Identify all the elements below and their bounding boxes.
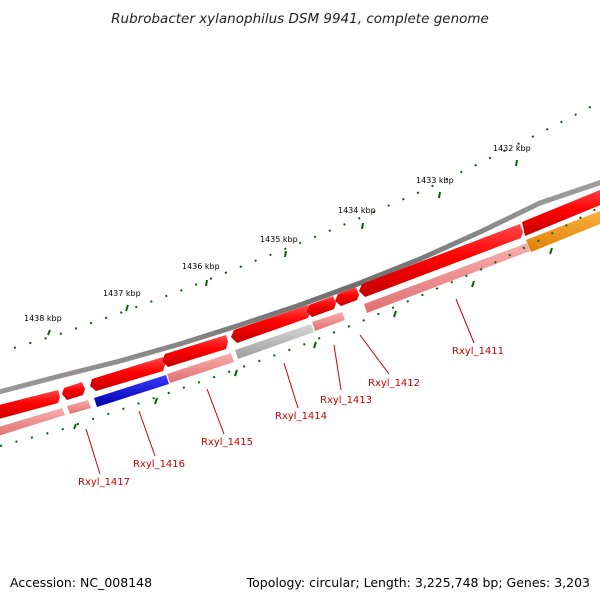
gene-feature[interactable] xyxy=(67,400,91,414)
gene-labels: Rxyl_1417 Rxyl_1416 Rxyl_1415 Rxyl_1414 … xyxy=(78,346,504,488)
gene-label-rxyl-1415[interactable]: Rxyl_1415 xyxy=(201,437,253,448)
tick-label: 1435 kbp xyxy=(260,235,298,244)
tick-mark xyxy=(47,329,51,336)
tick-mark xyxy=(549,247,553,255)
leader-line xyxy=(138,410,156,457)
inner-scale xyxy=(0,207,599,447)
leader-lines xyxy=(85,298,475,475)
leader-line xyxy=(455,298,475,344)
tick-mark xyxy=(313,341,317,349)
tick-label: 1433 kbp xyxy=(416,176,454,185)
tick-label: 1437 kbp xyxy=(103,289,141,298)
gene-feature[interactable] xyxy=(312,312,345,331)
gene-feature[interactable] xyxy=(522,188,600,236)
gene-feature[interactable] xyxy=(307,296,336,317)
gene-label-rxyl-1414[interactable]: Rxyl_1414 xyxy=(275,411,327,422)
tick-mark xyxy=(284,250,287,258)
forward-strand xyxy=(0,188,600,420)
tick-label: 1432 kbp xyxy=(493,144,531,153)
gene-label-rxyl-1416[interactable]: Rxyl_1416 xyxy=(133,459,185,470)
gene-label-rxyl-1411[interactable]: Rxyl_1411 xyxy=(452,346,504,357)
gene-feature[interactable] xyxy=(364,243,530,313)
tick-mark xyxy=(205,279,208,287)
gene-feature[interactable] xyxy=(231,305,310,343)
scale-dots xyxy=(13,102,599,349)
tick-labels: 1438 kbp 1437 kbp 1436 kbp 1435 kbp 1434… xyxy=(24,144,531,323)
gene-feature-other[interactable] xyxy=(526,209,600,252)
gene-label-rxyl-1412[interactable]: Rxyl_1412 xyxy=(368,378,420,389)
tick-mark xyxy=(361,222,364,230)
gene-label-rxyl-1417[interactable]: Rxyl_1417 xyxy=(78,477,130,488)
tick-mark xyxy=(125,304,129,312)
gene-feature[interactable] xyxy=(90,357,165,391)
tick-label: 1436 kbp xyxy=(182,262,220,271)
tick-mark xyxy=(154,397,158,405)
genome-summary: Topology: circular; Length: 3,225,748 bp… xyxy=(246,575,590,590)
gene-feature-highlight[interactable] xyxy=(94,375,169,407)
gene-feature[interactable] xyxy=(335,287,359,306)
leader-line xyxy=(206,388,225,435)
tick-mark xyxy=(438,191,441,199)
gene-feature-hypothetical[interactable] xyxy=(235,324,314,359)
map-title: Rubrobacter xylanophilus DSM 9941, compl… xyxy=(111,11,489,27)
tick-mark xyxy=(515,159,518,167)
reverse-strand xyxy=(0,209,600,437)
gene-label-rxyl-1413[interactable]: Rxyl_1413 xyxy=(320,395,372,406)
gene-feature[interactable] xyxy=(62,382,85,400)
tick-mark xyxy=(234,369,238,377)
tick-mark xyxy=(73,423,77,430)
accession-label: Accession: NC_008148 xyxy=(10,575,152,590)
tick-label: 1434 kbp xyxy=(338,206,376,215)
genome-backbone xyxy=(0,180,600,395)
gene-feature[interactable] xyxy=(359,224,523,297)
leader-line xyxy=(85,428,101,475)
gene-feature[interactable] xyxy=(0,390,60,420)
leader-line xyxy=(333,344,342,391)
gene-feature[interactable] xyxy=(0,408,65,437)
leader-line xyxy=(283,362,299,409)
outer-scale xyxy=(13,102,599,349)
gene-feature[interactable] xyxy=(167,353,234,383)
tick-label: 1438 kbp xyxy=(24,314,62,323)
leader-line xyxy=(359,334,390,375)
tick-mark xyxy=(393,310,397,318)
tick-mark xyxy=(471,280,475,288)
gene-feature[interactable] xyxy=(162,335,228,367)
